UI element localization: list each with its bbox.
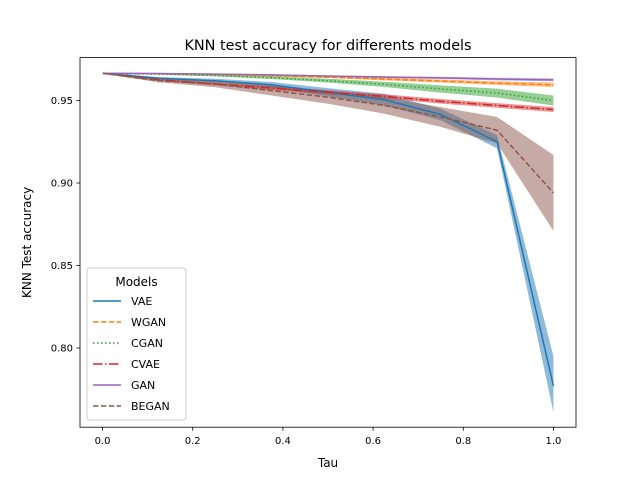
x-tick-label: 0.2 [185,436,201,447]
line-gan [102,72,554,81]
legend-box [86,267,187,421]
legend-label-wgan: WGAN [131,316,166,329]
legend-items: VAE WGAN CGAN CVAE GAN BEGAN [93,295,170,413]
band-began [102,72,554,231]
legend-label-vae: VAE [131,295,152,308]
legend-label-cvae: CVAE [131,358,160,371]
legend-title: Models [115,275,157,289]
x-tick-label: 0.6 [365,436,381,447]
y-tick-label: 0.90 [51,179,73,190]
plot-frame [79,57,577,428]
x-tick-label: 0.0 [95,436,111,447]
chart-title: KNN test accuracy for differents models [184,38,471,54]
line-began [102,72,555,194]
line-cgan [102,72,554,102]
x-tick-label: 1.0 [546,436,562,447]
x-axis: 0.0 0.2 0.4 0.6 0.8 1.0 [95,427,562,447]
series-lines [102,72,555,387]
line-cvae [102,72,554,111]
y-axis-label: KNN Test accuracy [20,187,34,298]
band-cgan [102,72,554,106]
y-tick-label: 0.80 [51,344,73,355]
legend: Models VAE WGAN CGAN CVAE GAN BEGAN [86,267,187,421]
legend-label-began: BEGAN [131,400,170,413]
legend-label-cgan: CGAN [131,337,163,350]
x-tick-label: 0.8 [455,436,471,447]
x-axis-label: Tau [317,456,338,470]
y-tick-label: 0.85 [51,261,73,272]
y-axis: 0.80 0.85 0.90 0.95 [51,96,80,355]
legend-label-gan: GAN [131,379,155,392]
x-tick-label: 0.4 [275,436,291,447]
band-gan [102,73,554,82]
y-tick-label: 0.95 [51,96,73,107]
